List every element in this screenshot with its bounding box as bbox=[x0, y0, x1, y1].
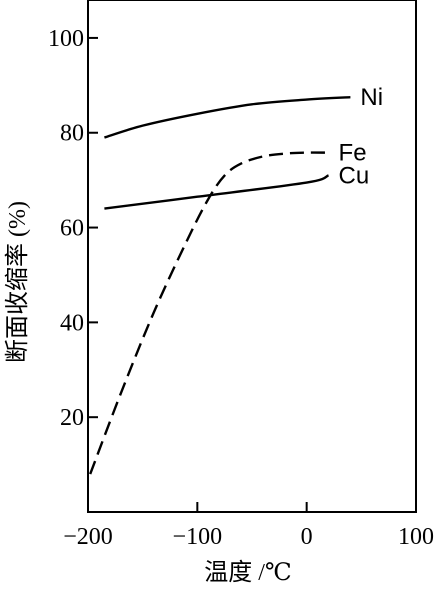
x-tick-label: 0 bbox=[301, 524, 313, 550]
x-axis-ticks: −200 −100 0 100 bbox=[63, 502, 434, 550]
y-axis-title: 断面收缩率 (%) bbox=[4, 201, 31, 363]
x-tick-label: −100 bbox=[173, 524, 223, 550]
series-line-fe bbox=[89, 151, 329, 475]
y-tick-label: 20 bbox=[60, 405, 84, 431]
series-label-fe: Fe bbox=[339, 140, 367, 167]
y-tick-label: 100 bbox=[48, 26, 84, 52]
series-label-ni: Ni bbox=[360, 84, 383, 111]
x-tick-label: −200 bbox=[63, 524, 113, 550]
y-tick-label: 80 bbox=[60, 121, 84, 147]
series-line-ni bbox=[104, 95, 351, 139]
series-label-cu: Cu bbox=[339, 162, 370, 189]
series-line-cu bbox=[104, 174, 330, 210]
plot-frame bbox=[87, 0, 417, 513]
x-tick-label: 100 bbox=[398, 524, 434, 550]
y-tick-label: 40 bbox=[60, 310, 84, 336]
x-axis-title: 温度 /℃ bbox=[204, 559, 292, 586]
series-layer bbox=[89, 95, 351, 475]
y-tick-label: 60 bbox=[60, 216, 84, 242]
y-axis-ticks: 20 40 60 80 100 bbox=[48, 26, 98, 431]
